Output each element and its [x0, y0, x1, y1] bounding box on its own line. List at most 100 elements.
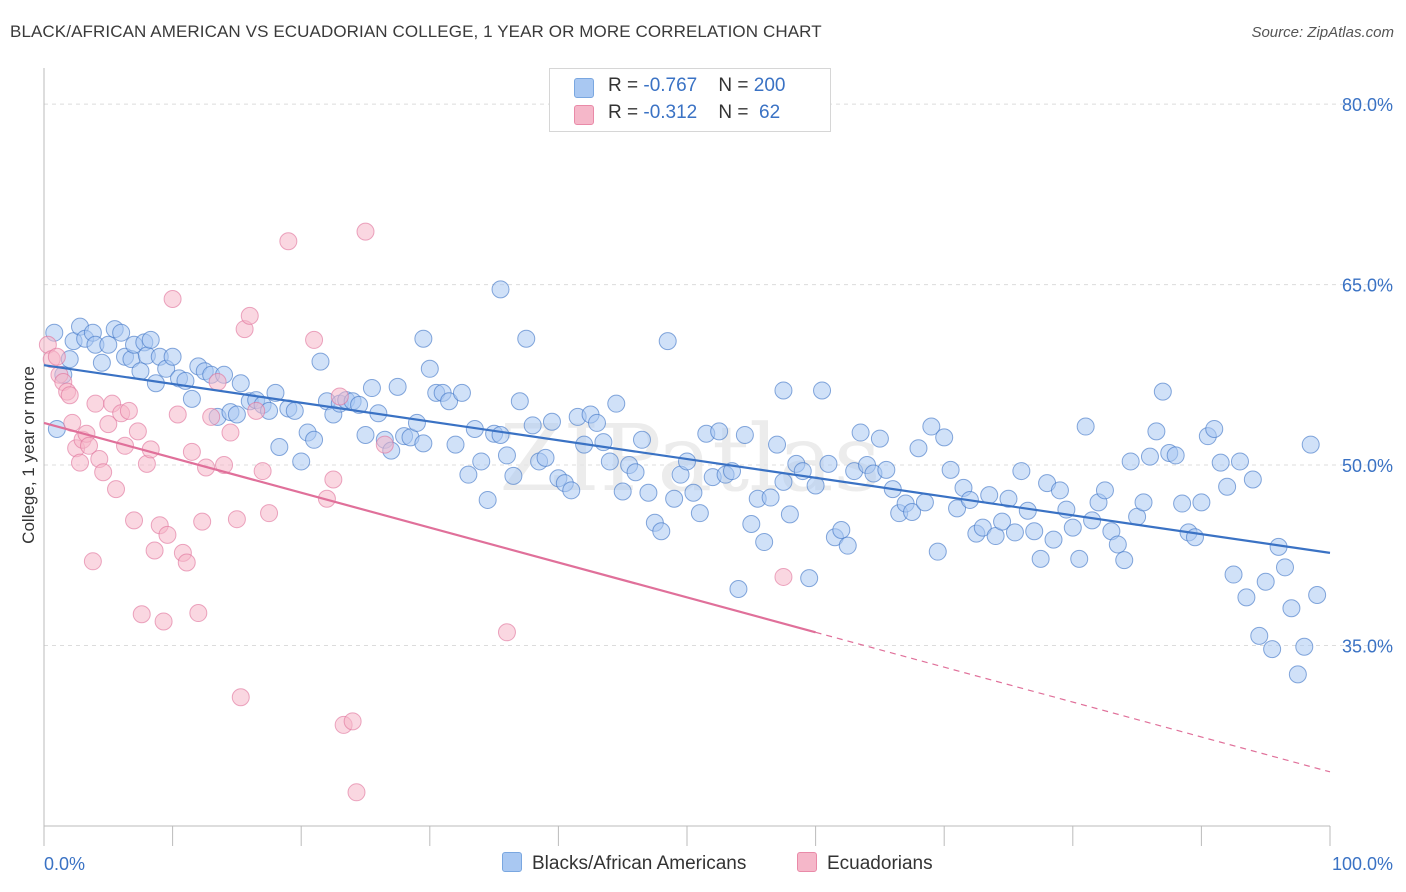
- blacks-point: [491, 425, 510, 444]
- blacks-point: [459, 465, 478, 484]
- ecuadorians-point: [132, 605, 151, 624]
- blacks-point: [1243, 470, 1262, 489]
- blacks-point: [813, 381, 832, 400]
- blacks-point: [414, 434, 433, 453]
- y-axis-label: College, 1 year or more: [19, 366, 38, 544]
- blacks-point: [678, 452, 696, 471]
- blacks-point: [626, 463, 645, 482]
- ecuadorians-point: [125, 511, 144, 530]
- blacks-point: [1301, 435, 1320, 454]
- blacks-point: [1192, 493, 1211, 512]
- blacks-point: [1070, 549, 1089, 568]
- blacks-trend-line: [43, 364, 1331, 554]
- ecuadorians-point: [94, 463, 113, 482]
- legend-swatch-blacks: [574, 78, 594, 98]
- ecuadorians-point: [128, 422, 147, 441]
- blacks-point: [1218, 477, 1237, 496]
- blacks-point: [665, 489, 684, 508]
- ecuadorians-point: [221, 423, 240, 442]
- blacks-point: [92, 353, 111, 372]
- blacks-point: [362, 379, 381, 398]
- ecuadorians-point: [168, 405, 187, 424]
- blacks-point: [761, 488, 780, 507]
- ecuadorians-point: [253, 462, 272, 481]
- ecuadorians-point: [158, 525, 177, 544]
- ecuadorians-point: [215, 456, 234, 475]
- tick-labels: 80.0% 65.0% 50.0% 35.0% 0.0% 100.0%: [44, 95, 1393, 874]
- blacks-point: [838, 536, 857, 555]
- ecuadorians-point: [324, 470, 343, 489]
- legend-n-value: 200: [753, 75, 786, 96]
- blacks-point: [446, 435, 465, 454]
- ecuadorians-point: [343, 712, 362, 731]
- ecuadorians-point: [163, 290, 182, 309]
- blacks-point: [1063, 518, 1082, 537]
- blacks-point: [1095, 481, 1114, 500]
- blacks-point: [1083, 511, 1102, 530]
- blacks-point: [993, 512, 1012, 531]
- blacks-point: [356, 425, 375, 444]
- x-tick-label: 100.0%: [1332, 854, 1393, 874]
- blacks-point: [1012, 462, 1031, 481]
- blacks-point: [948, 499, 967, 518]
- blacks-point: [639, 483, 658, 502]
- blacks-point: [755, 533, 774, 552]
- blacks-point: [285, 401, 304, 420]
- ecuadorians-point: [71, 453, 90, 472]
- ecuadorians-point: [83, 552, 102, 571]
- ecuadorians-point: [774, 567, 793, 586]
- blacks-point: [1205, 419, 1224, 438]
- legend-n-value: 62: [753, 102, 781, 123]
- blacks-point: [1108, 535, 1127, 554]
- y-tick-label: 50.0%: [1342, 456, 1393, 476]
- ecuadorians-point: [193, 512, 212, 531]
- blacks-point: [684, 483, 703, 502]
- blacks-point: [1044, 530, 1063, 549]
- blacks-point: [735, 425, 754, 444]
- ecuadorians-point: [80, 436, 99, 455]
- blacks-point: [607, 394, 626, 413]
- blacks-point: [420, 359, 439, 378]
- series-blacks-points: [45, 280, 1327, 684]
- blacks-point: [163, 347, 182, 366]
- bottom-legend-swatch-ecuadorians: [797, 852, 817, 872]
- blacks-point: [1076, 417, 1095, 436]
- blacks-point: [1237, 588, 1256, 607]
- ecuadorians-point: [47, 347, 66, 366]
- ecuadorians-point: [347, 783, 366, 802]
- blacks-point: [832, 521, 851, 540]
- ecuadorians-point: [208, 373, 227, 392]
- trend-lines: [43, 364, 1331, 773]
- blacks-point: [1031, 549, 1050, 568]
- blacks-point: [999, 489, 1018, 508]
- blacks-point: [227, 405, 246, 424]
- blacks-point: [497, 446, 516, 465]
- blacks-point: [903, 502, 922, 521]
- bottom-legend-ecuadorians: Ecuadorians: [797, 852, 933, 875]
- correlation-legend: R = -0.767 N = 200 R = -0.312 N = 62: [549, 68, 831, 132]
- legend-r-value: -0.767: [643, 75, 698, 96]
- blacks-point: [542, 412, 561, 431]
- legend-n-label: N =: [718, 102, 754, 123]
- ecuadorians-point: [305, 330, 324, 349]
- blacks-point: [440, 392, 459, 411]
- blacks-point: [1050, 481, 1069, 500]
- bottom-legend-blacks: Blacks/African Americans: [502, 852, 746, 875]
- blacks-point: [1230, 452, 1249, 471]
- blacks-point: [478, 490, 497, 509]
- ecuadorians-point: [356, 222, 375, 241]
- blacks-point: [1153, 382, 1172, 401]
- bottom-legend-label-ecuadorians: Ecuadorians: [827, 853, 933, 874]
- blacks-point: [414, 329, 433, 348]
- series-ecuadorians-points: [38, 222, 793, 802]
- ecuadorians-point: [60, 386, 79, 405]
- blacks-point: [922, 417, 941, 436]
- blacks-point: [690, 504, 709, 523]
- blacks-point: [517, 329, 536, 348]
- ecuadorians-trend-line: [43, 421, 816, 634]
- blacks-point: [613, 482, 632, 501]
- blacks-point: [141, 330, 160, 349]
- blacks-point: [266, 383, 285, 402]
- blacks-point: [870, 429, 889, 448]
- ecuadorians-point: [202, 407, 221, 426]
